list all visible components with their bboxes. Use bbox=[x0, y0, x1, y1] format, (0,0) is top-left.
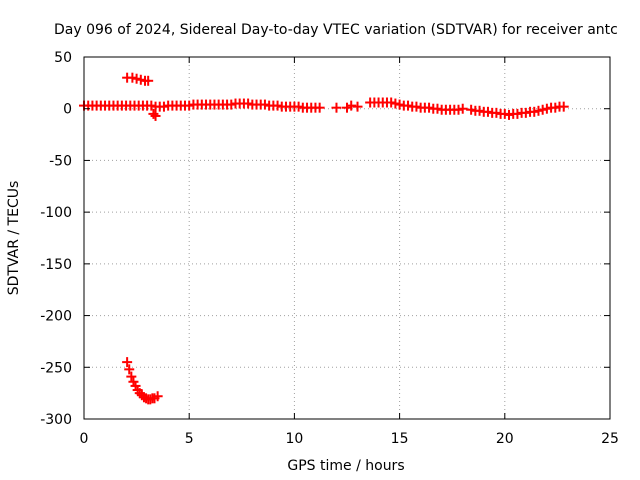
y-tick-label: -250 bbox=[40, 360, 72, 376]
data-point bbox=[152, 391, 163, 402]
y-axis-label: SDTVAR / TECUs bbox=[6, 181, 22, 296]
data-point bbox=[346, 100, 357, 111]
data-point bbox=[124, 364, 135, 375]
data-point bbox=[558, 101, 569, 112]
data-points bbox=[79, 72, 569, 405]
chart-title: Day 096 of 2024, Sidereal Day-to-day VTE… bbox=[54, 22, 618, 38]
x-tick-label: 0 bbox=[80, 431, 89, 447]
data-point bbox=[150, 110, 161, 121]
x-tick-label: 25 bbox=[601, 431, 619, 447]
y-tick-label: -200 bbox=[40, 309, 72, 325]
data-point bbox=[122, 357, 133, 368]
data-point bbox=[457, 103, 468, 114]
x-tick-label: 15 bbox=[391, 431, 409, 447]
data-point bbox=[331, 102, 342, 113]
y-tick-label: -300 bbox=[40, 412, 72, 428]
plot-frame bbox=[83, 56, 611, 420]
y-tick-label: 50 bbox=[54, 50, 72, 66]
x-tick-label: 5 bbox=[185, 431, 194, 447]
x-axis-label: GPS time / hours bbox=[287, 458, 404, 474]
y-tick-label: 0 bbox=[63, 102, 72, 118]
data-point bbox=[126, 371, 137, 382]
data-point bbox=[314, 102, 325, 113]
data-point bbox=[352, 101, 363, 112]
y-tick-label: -50 bbox=[49, 153, 72, 169]
x-tick-label: 10 bbox=[285, 431, 303, 447]
data-point bbox=[148, 108, 159, 119]
axis-ticks: 0 5 10 15 20 25 50 0 -50 -100 -150 -200 -250 -300 bbox=[40, 50, 619, 447]
y-tick-label: -100 bbox=[40, 205, 72, 221]
x-tick-label: 20 bbox=[496, 431, 514, 447]
y-tick-label: -150 bbox=[40, 257, 72, 273]
data-point bbox=[143, 75, 154, 86]
